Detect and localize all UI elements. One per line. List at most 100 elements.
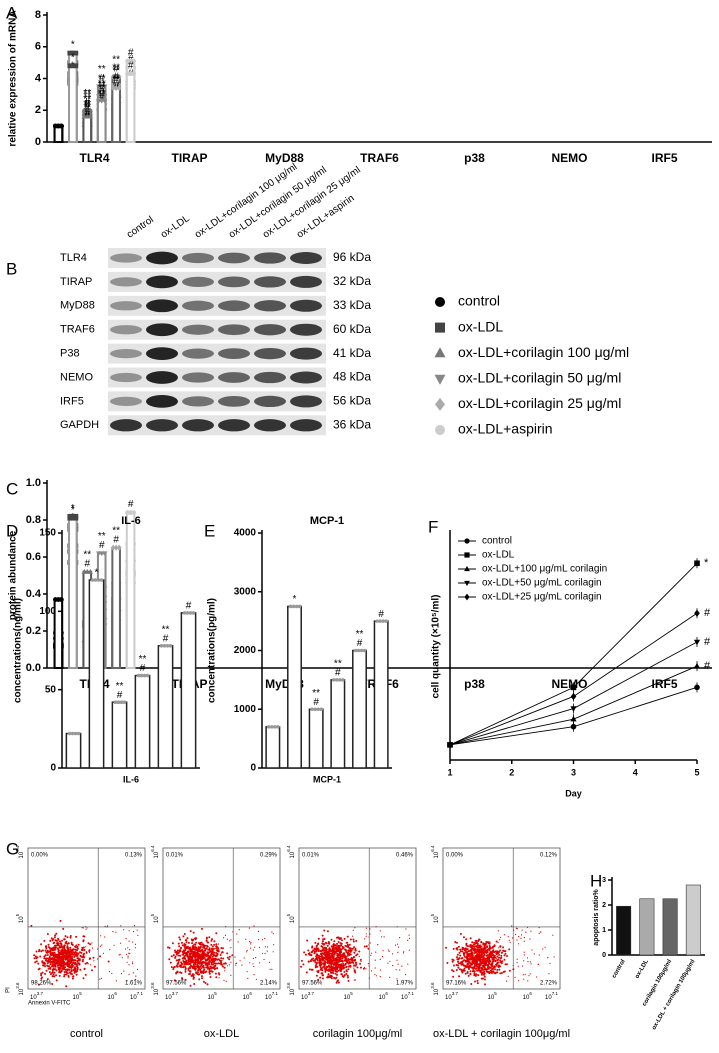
- significance-mark: #: [84, 97, 90, 108]
- x-tick-label: ox-LDL: [634, 959, 650, 980]
- event-dot: [526, 957, 529, 959]
- replicate-point: [288, 604, 293, 609]
- event-dot: [397, 963, 399, 965]
- event-dot: [489, 951, 492, 954]
- event-dot: [383, 936, 385, 938]
- replicate-point: [353, 648, 358, 653]
- event-dot: [69, 951, 72, 954]
- tick-exponent: 5: [494, 991, 497, 996]
- event-dot: [75, 973, 78, 976]
- tick-label: 106: [379, 991, 389, 1000]
- event-dot: [497, 947, 499, 949]
- y-tick-label: 150: [39, 528, 56, 539]
- event-dot: [201, 927, 203, 930]
- event-dot: [56, 944, 59, 947]
- event-dot: [394, 944, 397, 946]
- event-dot: [333, 940, 336, 943]
- event-dot: [70, 953, 73, 956]
- event-dot: [377, 944, 379, 946]
- event-dot: [355, 940, 358, 942]
- event-dot: [473, 943, 476, 946]
- replicate-point: [70, 515, 76, 521]
- tick-label: 107.1: [130, 991, 143, 1000]
- tick-exponent: 5: [214, 991, 217, 996]
- event-dot: [500, 936, 502, 938]
- event-dot: [204, 947, 207, 950]
- bar: [111, 87, 121, 143]
- event-dot: [352, 929, 354, 931]
- event-dot: [323, 938, 326, 940]
- event-dot: [499, 959, 502, 962]
- event-dot: [74, 954, 77, 957]
- event-dot: [474, 958, 477, 961]
- event-dot: [469, 937, 472, 940]
- significance-mark: *: [71, 40, 75, 51]
- blot-band: [254, 347, 286, 360]
- event-dot: [271, 931, 273, 933]
- event-dot: [331, 949, 334, 952]
- plot-label: corilagin 100μg/ml: [313, 1028, 403, 1040]
- event-dot: [315, 947, 318, 950]
- tick-base: 10: [545, 995, 552, 1001]
- blot-band: [254, 300, 286, 312]
- event-dot: [217, 943, 220, 945]
- row-label: TLR4: [60, 252, 87, 264]
- event-dot: [330, 971, 333, 974]
- event-dot: [329, 959, 332, 962]
- event-dot: [492, 959, 495, 962]
- significance-mark: **: [98, 74, 106, 85]
- event-dot: [71, 944, 74, 946]
- tick-exponent: 6: [385, 991, 388, 996]
- event-dot: [255, 957, 257, 959]
- event-dot: [511, 925, 513, 927]
- tick-base: 10: [73, 995, 80, 1001]
- bar: [125, 511, 136, 669]
- replicate-point: [102, 98, 108, 104]
- event-dot: [89, 943, 92, 946]
- event-dot: [471, 956, 474, 959]
- event-dot: [321, 934, 324, 937]
- event-cloud: [300, 926, 411, 984]
- event-dot: [188, 947, 191, 950]
- event-dot: [475, 939, 478, 942]
- panel-label: F: [428, 517, 438, 536]
- event-dot: [66, 951, 69, 954]
- event-dot: [200, 964, 203, 967]
- event-dot: [85, 928, 87, 930]
- event-dot: [335, 964, 338, 967]
- event-dot: [128, 964, 130, 966]
- event-dot: [134, 978, 136, 980]
- event-dot: [47, 960, 50, 963]
- y-tick-label: 2000: [234, 645, 257, 656]
- event-dot: [66, 961, 69, 963]
- event-dot: [231, 954, 234, 957]
- event-dot: [193, 963, 196, 966]
- event-dot: [62, 927, 65, 930]
- event-dot: [544, 946, 546, 948]
- event-dot: [47, 967, 50, 970]
- panel-label: C: [6, 479, 18, 498]
- significance-mark: **: [162, 624, 170, 635]
- event-dot: [497, 941, 499, 944]
- tick-base: 10: [154, 988, 160, 995]
- event-dot: [120, 925, 122, 927]
- event-dot: [65, 940, 68, 943]
- event-dot: [205, 936, 208, 939]
- event-dot: [68, 960, 71, 963]
- event-dot: [57, 966, 60, 969]
- event-dot: [54, 968, 57, 971]
- event-dot: [303, 951, 306, 954]
- event-dot: [211, 948, 214, 951]
- event-dot: [477, 974, 480, 977]
- event-dot: [452, 975, 455, 978]
- event-dot: [182, 935, 185, 938]
- event-dot: [317, 978, 320, 981]
- blot-band: [290, 252, 322, 264]
- replicate-point: [139, 673, 144, 678]
- event-dot: [224, 934, 227, 937]
- event-dot: [249, 941, 251, 943]
- event-dot: [209, 960, 212, 963]
- event-dot: [217, 950, 220, 953]
- x-axis-label: IL-6: [123, 774, 139, 784]
- event-dot: [482, 947, 485, 950]
